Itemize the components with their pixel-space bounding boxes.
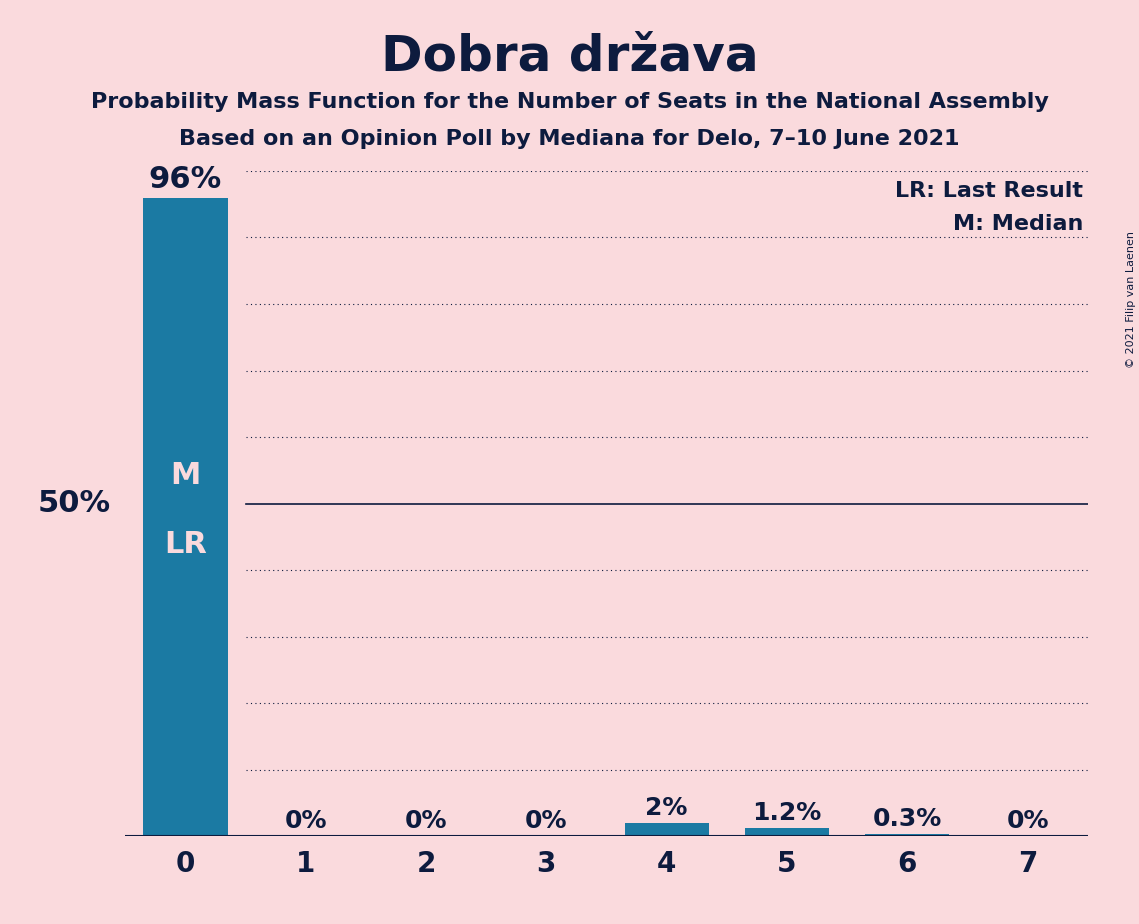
Text: M: Median: M: Median [952,214,1083,234]
Text: Probability Mass Function for the Number of Seats in the National Assembly: Probability Mass Function for the Number… [91,92,1048,113]
Bar [745,828,829,836]
Text: 50%: 50% [38,489,110,518]
Text: 0%: 0% [1007,808,1049,833]
Text: Dobra država: Dobra država [380,32,759,80]
Text: © 2021 Filip van Laenen: © 2021 Filip van Laenen [1126,231,1136,368]
Bar [866,834,950,836]
Text: 2%: 2% [646,796,688,820]
Text: 0.3%: 0.3% [872,807,942,831]
Text: M: M [170,461,200,491]
Text: LR: LR [164,530,207,559]
Bar [624,823,708,836]
Text: 0%: 0% [285,808,327,833]
Text: 0%: 0% [404,808,448,833]
Text: 0%: 0% [525,808,567,833]
Text: 1.2%: 1.2% [753,801,821,825]
Bar [144,198,228,836]
Text: Based on an Opinion Poll by Mediana for Delo, 7–10 June 2021: Based on an Opinion Poll by Mediana for … [179,129,960,150]
Text: 96%: 96% [149,165,222,194]
Text: LR: Last Result: LR: Last Result [895,181,1083,201]
